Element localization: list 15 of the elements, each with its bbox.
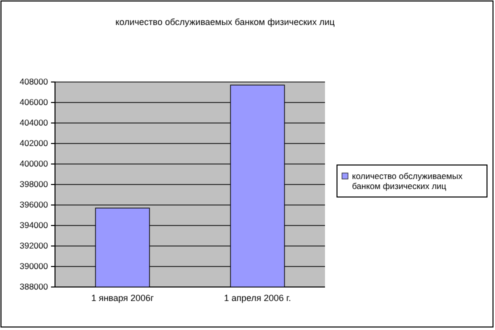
y-tick-label: 396000 xyxy=(20,200,48,210)
y-tick-label: 404000 xyxy=(20,118,48,128)
y-tick-label: 400000 xyxy=(20,158,48,169)
y-tick-label: 388000 xyxy=(20,282,48,292)
y-tick-label: 392000 xyxy=(20,240,48,251)
y-tick-label: 402000 xyxy=(20,138,48,148)
legend-label: количество обслуживаемых банком физических лиц xyxy=(352,171,464,191)
y-tick-label: 398000 xyxy=(20,179,48,190)
chart-title: количество обслуживаемых банком физических лиц xyxy=(115,17,335,27)
y-tick-label: 408000 xyxy=(20,76,48,87)
x-tick-label: 1 апреля 2006 г. xyxy=(224,292,291,303)
y-tick-label: 394000 xyxy=(20,220,48,230)
y-tick-label: 406000 xyxy=(20,97,48,108)
y-tick-label: 390000 xyxy=(20,261,48,272)
x-tick-label: 1 января 2006г xyxy=(91,292,155,303)
